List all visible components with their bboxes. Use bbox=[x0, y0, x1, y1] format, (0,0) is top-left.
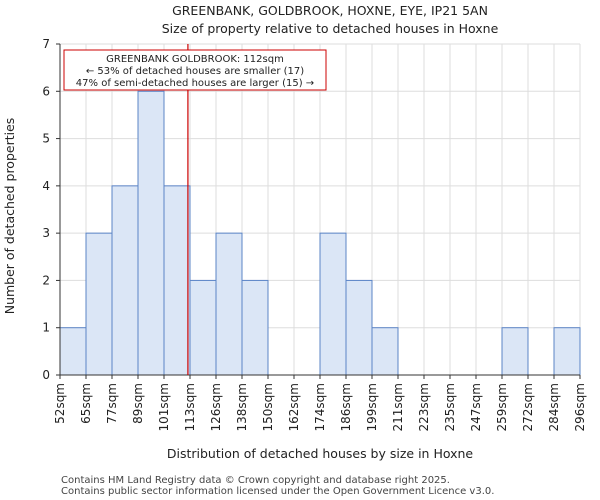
x-tick-label: 52sqm bbox=[53, 383, 67, 424]
x-tick-label: 272sqm bbox=[521, 383, 535, 431]
bar bbox=[241, 279, 269, 376]
x-tick-labels: 52sqm 65sqm 77sqm 89sqm 101sqm 113sqm 126sqm 13… bbox=[53, 375, 587, 431]
x-tick-label: 211sqm bbox=[391, 383, 405, 431]
annotation-line-3: 47% of semi-detached houses are larger (… bbox=[76, 78, 314, 89]
x-tick-label: 162sqm bbox=[287, 383, 301, 431]
bar bbox=[319, 232, 347, 376]
bar bbox=[189, 279, 217, 376]
bar bbox=[137, 90, 165, 376]
y-tick-label: 3 bbox=[42, 226, 50, 240]
y-tick-label: 6 bbox=[42, 84, 50, 98]
x-axis-label: Distribution of detached houses by size … bbox=[167, 446, 474, 461]
annotation: GREENBANK GOLDBROOK: 112sqm ← 53% of det… bbox=[63, 49, 327, 91]
chart-title: GREENBANK, GOLDBROOK, HOXNE, EYE, IP21 5… bbox=[172, 3, 488, 18]
x-tick-label: 259sqm bbox=[495, 383, 509, 431]
bar bbox=[59, 327, 87, 376]
bar bbox=[163, 185, 191, 376]
bar bbox=[371, 327, 399, 376]
footer-line-2: Contains public sector information licen… bbox=[61, 486, 494, 497]
x-tick-label: 150sqm bbox=[261, 383, 275, 431]
chart-subtitle: Size of property relative to detached ho… bbox=[162, 21, 499, 36]
x-tick-label: 247sqm bbox=[469, 383, 483, 431]
x-tick-label: 113sqm bbox=[183, 383, 197, 431]
bar bbox=[345, 279, 373, 376]
x-tick-label: 186sqm bbox=[339, 383, 353, 431]
x-tick-label: 235sqm bbox=[443, 383, 457, 431]
x-tick-label: 174sqm bbox=[313, 383, 327, 431]
x-tick-label: 138sqm bbox=[235, 383, 249, 431]
x-tick-label: 296sqm bbox=[573, 383, 587, 431]
footer-line-1: Contains HM Land Registry data © Crown c… bbox=[61, 475, 450, 486]
bars bbox=[59, 90, 581, 376]
annotation-box-frame bbox=[63, 49, 327, 91]
bar bbox=[501, 327, 529, 376]
x-tick-label: 126sqm bbox=[209, 383, 223, 431]
bar bbox=[85, 232, 113, 376]
y-tick-label: 7 bbox=[42, 37, 50, 51]
x-tick-label: 89sqm bbox=[131, 383, 145, 424]
y-tick-label: 0 bbox=[42, 368, 50, 382]
x-tick-label: 77sqm bbox=[105, 383, 119, 424]
annotation-line-2: ← 53% of detached houses are smaller (17… bbox=[86, 66, 304, 77]
y-tick-labels: 0 1 2 3 4 5 6 7 bbox=[42, 37, 60, 382]
bar bbox=[553, 327, 581, 376]
y-axis-label: Number of detached properties bbox=[2, 118, 17, 315]
bar bbox=[111, 185, 139, 376]
x-tick-label: 101sqm bbox=[157, 383, 171, 431]
y-tick-label: 1 bbox=[42, 321, 50, 335]
y-tick-label: 2 bbox=[42, 273, 50, 287]
annotation-line-1: GREENBANK GOLDBROOK: 112sqm bbox=[106, 54, 284, 65]
x-tick-label: 223sqm bbox=[417, 383, 431, 431]
x-tick-label: 65sqm bbox=[79, 383, 93, 424]
x-tick-label: 199sqm bbox=[365, 383, 379, 431]
y-tick-label: 5 bbox=[42, 132, 50, 146]
bar bbox=[215, 232, 243, 376]
x-tick-label: 284sqm bbox=[547, 383, 561, 431]
y-tick-label: 4 bbox=[42, 179, 50, 193]
